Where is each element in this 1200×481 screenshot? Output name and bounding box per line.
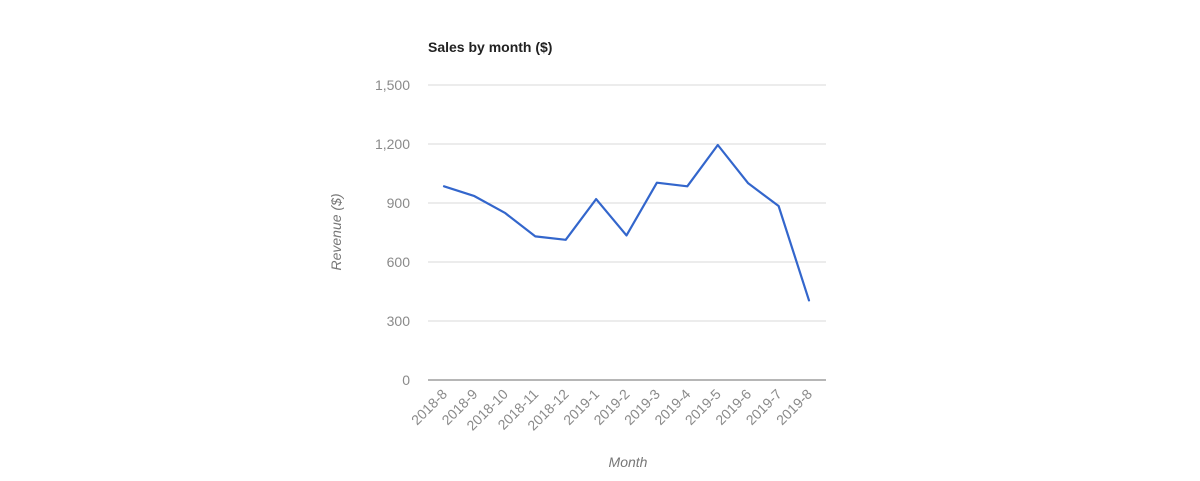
y-tick-label: 1,500 [375,77,410,93]
y-tick-label: 600 [387,254,411,270]
data-point[interactable] [803,294,815,306]
data-point[interactable] [529,230,541,242]
data-point[interactable] [590,193,602,205]
data-point[interactable] [712,139,724,151]
data-point[interactable] [438,180,450,192]
series-line [442,143,811,302]
y-axis-ticks: 0 300 600 900 1,200 1,500 [375,77,410,388]
y-tick-label: 0 [402,372,410,388]
data-point[interactable] [651,177,663,189]
x-axis-title: Month [609,454,648,470]
series-lines [438,139,815,306]
data-point[interactable] [742,177,754,189]
y-tick-label: 900 [387,195,411,211]
data-point[interactable] [560,234,572,246]
data-point[interactable] [499,207,511,219]
y-tick-label: 300 [387,313,411,329]
gridlines [428,84,826,381]
x-axis-ticks: 2018-82018-92018-102018-112018-122019-12… [408,386,815,434]
chart-title: Sales by month ($) [428,39,552,55]
data-point[interactable] [468,190,480,202]
data-point[interactable] [621,229,633,241]
data-point[interactable] [773,200,785,212]
data-point[interactable] [681,180,693,192]
y-axis-title: Revenue ($) [328,193,344,270]
y-tick-label: 1,200 [375,136,410,152]
